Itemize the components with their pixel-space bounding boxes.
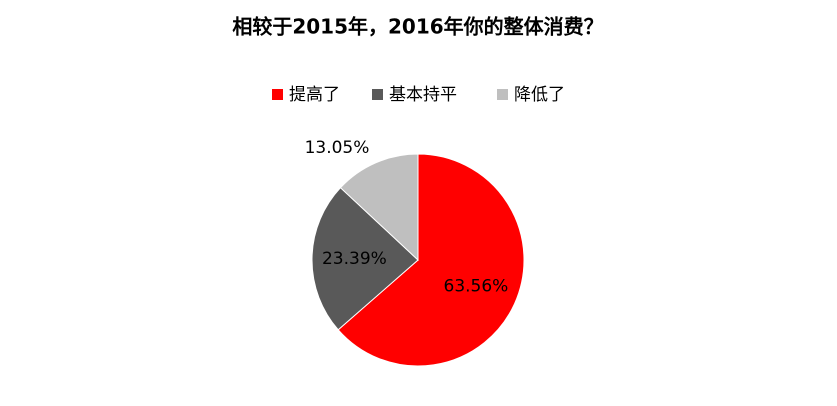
pie-slice <box>337 153 525 367</box>
legend-label: 降低了 <box>514 85 565 105</box>
chart-title: 相较于2015年，2016年你的整体消费？ <box>232 15 603 39</box>
pie-slice <box>339 153 419 262</box>
data-label: 63.56% <box>444 276 509 296</box>
legend-swatch <box>372 89 383 100</box>
legend-swatch <box>272 89 283 100</box>
data-label: 13.05% <box>305 138 370 158</box>
pie-slice <box>311 186 419 331</box>
legend-label: 提高了 <box>289 85 340 105</box>
data-label: 23.39% <box>322 249 387 269</box>
legend-swatch <box>497 89 508 100</box>
legend-label: 基本持平 <box>389 85 457 105</box>
